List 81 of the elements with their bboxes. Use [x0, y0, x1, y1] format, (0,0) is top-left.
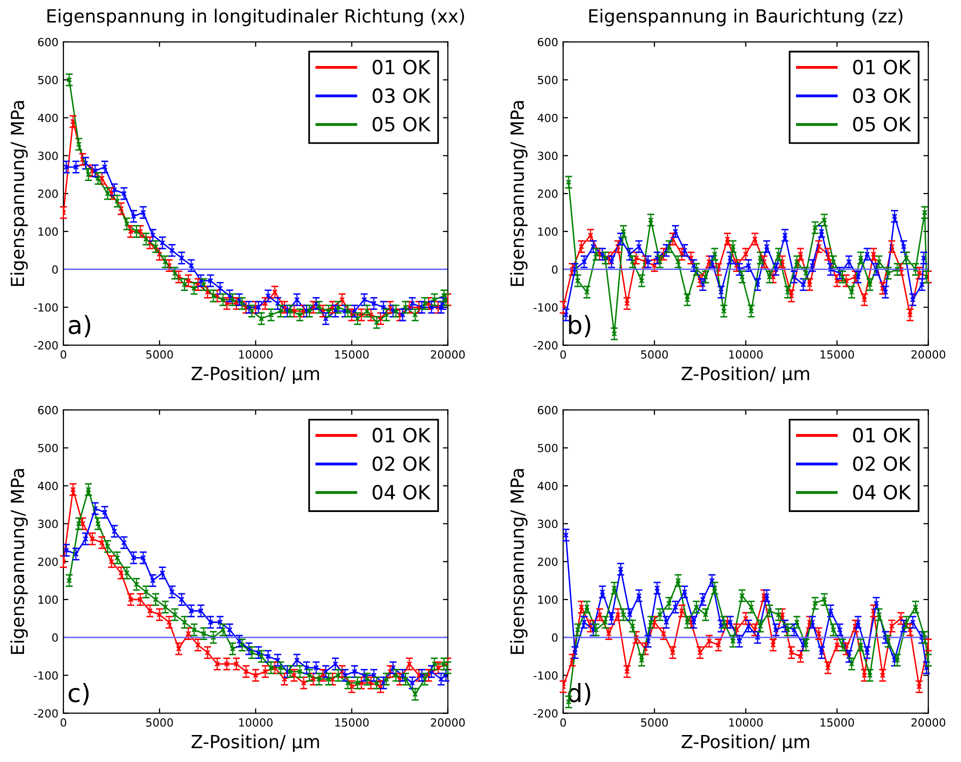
- x-axis-title: Z-Position/ µm: [682, 366, 810, 384]
- x-tick-label: 10000: [239, 718, 273, 727]
- x-tick-label: 0: [60, 350, 66, 359]
- x-tick-label: 10000: [239, 350, 273, 359]
- legend-label: 04 OK: [372, 484, 431, 500]
- x-tick-label: 20000: [430, 350, 465, 359]
- y-tick-label: 500: [38, 76, 58, 84]
- y-tick-label: 600: [38, 38, 58, 46]
- legend-label: 01 OK: [853, 60, 912, 74]
- y-axis-title: Eigenspannung/ MPa: [510, 469, 528, 654]
- y-tick-label: 100: [38, 227, 58, 236]
- y-axis-title: Eigenspannung/ MPa: [510, 101, 528, 286]
- y-tick-label: -200: [534, 709, 558, 718]
- y-tick-label: 0: [552, 633, 558, 642]
- x-axis-title: Z-Position/ µm: [682, 734, 810, 752]
- x-tick-label: 20000: [911, 718, 946, 727]
- x-tick-label: 10000: [729, 350, 763, 359]
- x-axis-title: Z-Position/ µm: [192, 366, 319, 384]
- y-tick-label: 300: [538, 152, 558, 160]
- y-tick-label: 600: [538, 406, 558, 414]
- legend-label: 01 OK: [853, 428, 912, 443]
- x-tick-label: 5000: [641, 718, 668, 727]
- x-tick-label: 5000: [146, 350, 173, 359]
- annotation: c): [68, 683, 89, 706]
- legend-label: 05 OK: [372, 116, 431, 132]
- y-tick-label: -200: [534, 341, 558, 350]
- y-tick-label: 400: [538, 482, 558, 490]
- legend-label: 01 OK: [372, 60, 431, 74]
- legend-label: 01 OK: [372, 428, 431, 443]
- y-tick-label: -100: [34, 671, 58, 680]
- y-tick-label: 500: [538, 444, 558, 452]
- x-tick-label: 20000: [430, 718, 465, 727]
- y-tick-label: -100: [534, 303, 558, 312]
- chart-title: Eigenspannung in longitudinaler Richtung (xx): [47, 8, 464, 26]
- annotation: a): [68, 314, 90, 338]
- x-tick-label: 15000: [820, 718, 854, 727]
- x-tick-label: 0: [60, 718, 66, 727]
- y-tick-label: 0: [52, 265, 58, 274]
- chart-title: Eigenspannung in Baurichtung (zz): [589, 8, 902, 26]
- y-tick-label: 500: [38, 444, 58, 452]
- x-tick-label: 15000: [335, 350, 369, 359]
- y-tick-label: 600: [538, 38, 558, 46]
- x-tick-label: 5000: [146, 718, 173, 727]
- y-tick-label: 200: [538, 190, 558, 198]
- y-tick-label: 600: [38, 406, 58, 414]
- y-tick-label: 400: [538, 114, 558, 122]
- y-tick-label: 0: [552, 265, 558, 274]
- y-tick-label: 300: [38, 152, 58, 160]
- y-tick-label: -200: [34, 341, 58, 350]
- y-tick-label: -200: [34, 709, 58, 718]
- x-tick-label: 0: [560, 350, 566, 359]
- legend-label: 04 OK: [853, 484, 912, 500]
- y-tick-label: 100: [538, 227, 558, 236]
- y-tick-label: 500: [538, 76, 558, 84]
- y-axis-title: Eigenspannung/ MPa: [10, 469, 28, 654]
- annotation: b): [569, 314, 590, 338]
- x-axis-title: Z-Position/ µm: [192, 734, 319, 752]
- y-tick-label: 200: [538, 558, 558, 566]
- x-tick-label: 15000: [820, 350, 854, 359]
- y-tick-label: -100: [534, 671, 558, 680]
- x-tick-label: 5000: [641, 350, 668, 359]
- y-tick-label: 200: [38, 190, 58, 198]
- y-tick-label: 300: [538, 520, 558, 528]
- y-tick-label: 100: [38, 595, 58, 604]
- y-tick-label: 0: [52, 633, 58, 642]
- x-tick-label: 0: [560, 718, 566, 727]
- x-tick-label: 15000: [335, 718, 369, 727]
- legend-label: 05 OK: [853, 116, 912, 132]
- legend-label: 02 OK: [853, 456, 912, 472]
- legend-label: 03 OK: [372, 88, 431, 103]
- x-tick-label: 10000: [729, 718, 763, 727]
- x-tick-label: 20000: [911, 350, 946, 359]
- y-tick-label: 100: [538, 595, 558, 604]
- legend-label: 02 OK: [372, 456, 431, 472]
- y-tick-label: -100: [34, 303, 58, 312]
- y-axis-title: Eigenspannung/ MPa: [10, 101, 28, 286]
- y-tick-label: 200: [38, 558, 58, 566]
- y-tick-label: 400: [38, 114, 58, 122]
- y-tick-label: 300: [38, 520, 58, 528]
- y-tick-label: 400: [38, 482, 58, 490]
- legend-label: 03 OK: [853, 88, 912, 103]
